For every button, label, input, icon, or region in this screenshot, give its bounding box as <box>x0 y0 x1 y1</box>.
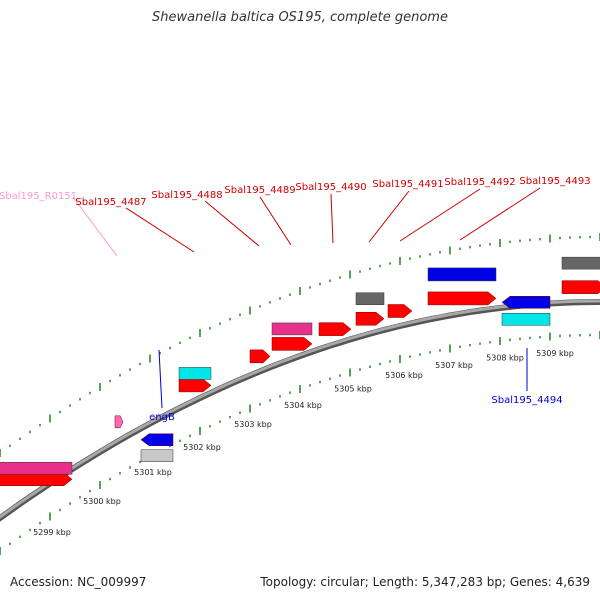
gene-label: Sbal195_4490 <box>295 182 366 193</box>
map-title: Shewanella baltica OS195, complete genom… <box>152 10 448 25</box>
scale-label: 5301 kbp <box>134 468 172 477</box>
gene-label: Sbal195_4487 <box>75 197 146 208</box>
scale-label: 5306 kbp <box>385 371 423 380</box>
blue-feature-box <box>427 267 497 282</box>
scale-label: 5307 kbp <box>435 361 473 370</box>
accession-text: Accession: NC_009997 <box>10 575 147 589</box>
scale-label: 5299 kbp <box>33 528 71 537</box>
gene-label-leader <box>125 207 195 253</box>
gene-label: Sbal195_4493 <box>519 176 590 187</box>
gray-feature-box <box>355 292 385 305</box>
gene-label: Sbal195_R0151 <box>0 191 77 202</box>
scale-label: 5305 kbp <box>334 385 372 394</box>
gene-label-leader <box>72 196 118 257</box>
gene-label: Sbal195_4491 <box>372 179 443 190</box>
cds-arrow <box>561 280 600 294</box>
scale-label: 5303 kbp <box>234 420 272 429</box>
gene-label: Sbal195_4488 <box>151 190 222 201</box>
cds-arrow <box>178 378 212 393</box>
scale-label: 5302 kbp <box>183 443 221 452</box>
gene-label-leader <box>330 193 334 244</box>
scale-label: 5309 kbp <box>536 349 574 358</box>
scale-label: 5304 kbp <box>284 401 322 410</box>
reverse-arrow <box>501 296 551 309</box>
scale-label: 5300 kbp <box>83 497 121 506</box>
gene-label-leader <box>204 200 260 247</box>
gene-label: engB <box>149 412 175 423</box>
gray-feature-box <box>561 256 600 270</box>
cds-arrow <box>387 304 413 318</box>
gene-label-leader <box>399 188 481 242</box>
cds-arrow <box>318 322 352 336</box>
cds-arrow <box>249 349 271 364</box>
rna-arrow <box>114 415 124 429</box>
backbone-line <box>0 299 600 519</box>
cyan-feature-box <box>178 367 212 380</box>
gene-label: Sbal195_4494 <box>491 395 562 406</box>
gene-label: Sbal195_4489 <box>224 185 295 196</box>
gene-label-leader <box>259 196 292 246</box>
cds-arrow <box>427 291 497 306</box>
gene-label-leader <box>459 187 541 241</box>
gene-label: Sbal195_4492 <box>444 177 515 188</box>
cds-arrow <box>0 472 73 486</box>
lightgray-feature-box <box>140 449 174 462</box>
cds-arrow <box>271 337 313 351</box>
gene-label-leader <box>158 349 163 409</box>
gene-label-leader <box>368 190 410 243</box>
genome-summary: Topology: circular; Length: 5,347,283 bp… <box>260 575 590 589</box>
reverse-arrow <box>140 433 174 446</box>
pink-feature-box <box>271 322 313 336</box>
scale-label: 5308 kbp <box>486 353 524 362</box>
cds-arrow <box>355 311 385 326</box>
cyan-feature-box <box>501 313 551 326</box>
rna-feature-box <box>0 461 73 475</box>
